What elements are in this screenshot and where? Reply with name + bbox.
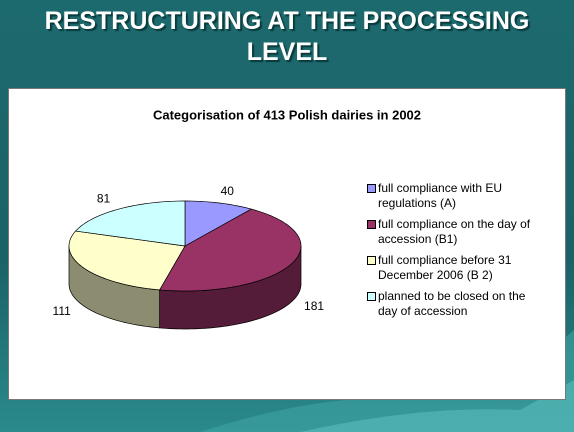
legend-label: full compliance before 31 December 2006 … bbox=[378, 253, 512, 282]
pie-slice bbox=[68, 230, 186, 291]
legend-swatch bbox=[367, 292, 376, 301]
data-label: 181 bbox=[304, 299, 324, 313]
chart-title: Categorisation of 413 Polish dairies in … bbox=[153, 107, 421, 122]
legend: full compliance with EU regulations (A) f… bbox=[367, 181, 547, 325]
legend-label: full compliance on the day of accession … bbox=[378, 217, 531, 246]
wave bbox=[200, 330, 574, 432]
legend-item: full compliance before 31 December 2006 … bbox=[367, 253, 547, 283]
legend-item: full compliance on the day of accession … bbox=[367, 217, 547, 247]
data-label: 81 bbox=[97, 192, 111, 206]
data-label: 40 bbox=[221, 184, 235, 198]
pie-slice bbox=[159, 208, 302, 292]
legend-item: full compliance with EU regulations (A) bbox=[367, 181, 547, 211]
pie-slice bbox=[74, 200, 186, 247]
wave bbox=[300, 380, 574, 432]
legend-swatch bbox=[367, 184, 376, 193]
legend-swatch bbox=[367, 256, 376, 265]
legend-item: planned to be closed on the day of acces… bbox=[367, 289, 547, 319]
slide-title: RESTRUCTURING AT THE PROCESSING LEVEL bbox=[44, 7, 530, 66]
chart: Categorisation of 413 Polish dairies in … bbox=[53, 107, 421, 330]
legend-label: planned to be closed on the day of acces… bbox=[378, 289, 526, 318]
legend-swatch bbox=[367, 220, 376, 229]
legend-label: full compliance with EU regulations (A) bbox=[378, 181, 503, 210]
chart-panel: Categorisation of 413 Polish dairies in … bbox=[8, 88, 566, 400]
pie-slice bbox=[184, 200, 253, 247]
data-label: 111 bbox=[53, 304, 72, 318]
